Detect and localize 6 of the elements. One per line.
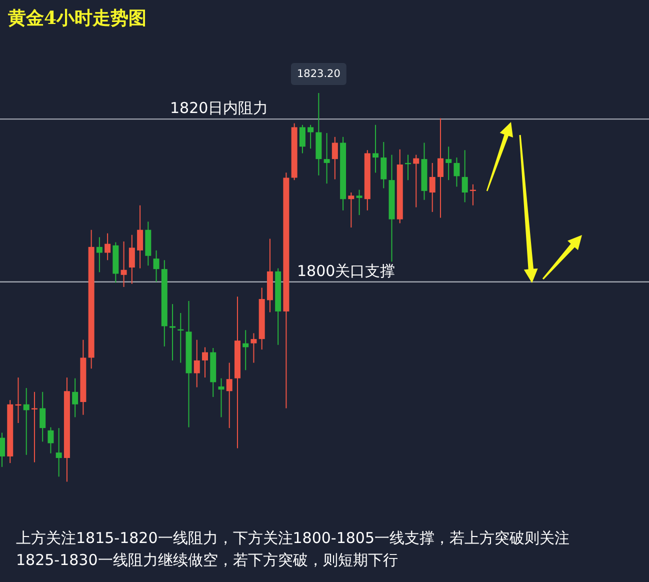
text: 上方关注1815-1820一线阻力，下方关注1800-1805一线支撑，若上方突破则关注1825-1830一线阻力继续做空，若下方突破，则短期下行 (16, 528, 571, 571)
chart-title: 黄金4小时走势图 (8, 7, 147, 30)
ref-line-label: 1800关口支撑 (297, 262, 396, 280)
ref-line-label: 1820日内阻力 (170, 99, 268, 118)
annotation: 1823.20 (296, 68, 340, 80)
annotation: 1823.20 (290, 63, 346, 85)
